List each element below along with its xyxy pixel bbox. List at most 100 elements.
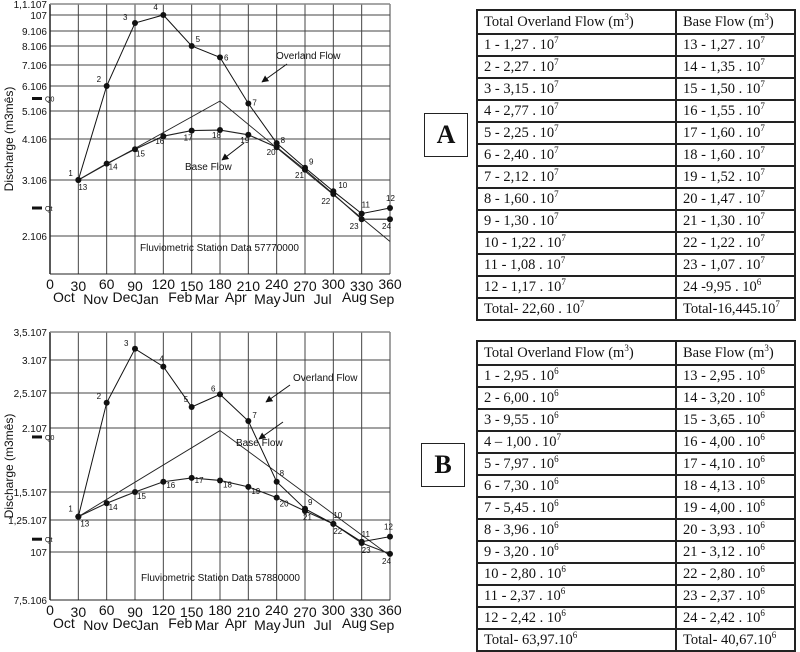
month-label: Sep [369,291,394,307]
y-tick-label: 7,5.106 [14,596,48,607]
table-row: 7 - 5,45 . 106 19 - 4,00 . 106 [476,496,796,520]
point-label: 6 [211,384,216,393]
x-tick-label: 240 [265,276,289,292]
base-flow-cell: 21 - 3,12 . 106 [675,540,796,564]
data-point [358,540,365,547]
overland-flow-cell: 6 - 2,40 . 107 [476,143,677,167]
separation-line [78,100,391,242]
panel-label-a: A [424,113,468,157]
base-flow-cell: 17 - 1,60 . 107 [675,121,796,145]
point-label: 24 [382,557,391,566]
data-point [103,83,110,89]
data-point [273,144,280,151]
header-base-flow: Base Flow (m3) [675,340,796,366]
overland-flow-label: Overland Flow [293,373,358,384]
month-label: Jul [314,291,332,307]
overland-flow-cell: 3 - 3,15 . 107 [476,77,677,101]
overland-flow-cell: 2 - 2,27 . 107 [476,55,677,79]
arrow-icon [261,63,288,83]
data-point [302,166,308,173]
data-point [188,127,195,134]
x-tick-label: 90 [127,278,143,294]
point-label: 21 [303,513,312,522]
base-flow-cell: 16 - 4,00 . 106 [675,430,796,454]
data-point [245,418,252,424]
data-point [217,54,223,61]
station-annotation: Fluviometric Station Data 57880000 [141,573,300,584]
station-annotation: Fluviometric Station Data 57770000 [140,243,299,254]
point-label: 2 [97,75,102,84]
point-label: 17 [195,476,204,485]
month-label: Sep [369,617,394,633]
point-label: 5 [196,35,201,44]
month-label: Apr [225,289,247,305]
point-label: 13 [78,183,87,192]
overland-flow-cell: 5 - 7,97 . 106 [476,452,677,476]
threshold-label: Qt [45,537,52,544]
x-tick-label: 120 [152,276,176,292]
base-flow-cell: 15 - 1,50 . 107 [675,77,796,101]
month-label: Apr [225,615,247,631]
data-point [273,140,280,147]
month-label: Mar [195,291,219,307]
x-tick-label: 120 [152,602,176,618]
arrow-icon [258,421,284,440]
table-header-row: Total Overland Flow (m3) Base Flow (m3) [476,340,796,366]
base-flow-cell: 18 - 1,60 . 107 [675,143,796,167]
data-point [160,363,167,370]
y-tick-label: 1,1.107 [14,0,48,11]
overland-flow-cell: Total- 63,97.106 [476,628,677,652]
x-tick-label: 300 [322,276,346,292]
data-point [103,500,110,507]
panel-label-b: B [421,443,465,487]
overland-flow-cell: 1 - 2,95 . 106 [476,364,677,388]
overland-flow-cell: 12 - 1,17 . 107 [476,275,677,299]
table-row: 2 - 2,27 . 107 14 - 1,35 . 107 [476,55,796,79]
data-point [188,474,195,481]
threshold-label: Qt [45,206,52,213]
table-row: 10 - 1,22 . 107 22 - 1,22 . 107 [476,231,796,255]
data-point [132,345,138,352]
base-flow-line [78,477,391,555]
panel-b: 7,5.106 107 1,25.107 1,5.107 2.107 2,5.107 3.1… [0,322,800,652]
base-flow-cell: 19 - 4,00 . 106 [675,496,796,520]
base-flow-label: Base Flow [185,162,232,173]
table-row: 1 - 2,95 . 106 13 - 2,95 . 106 [476,364,796,388]
month-label: Feb [168,289,192,305]
point-label: 1 [68,505,73,514]
overland-flow-cell: 10 - 2,80 . 106 [476,562,677,586]
x-tick-label: 0 [46,602,54,618]
overland-flow-cell: 2 - 6,00 . 106 [476,386,677,410]
data-point [75,513,82,520]
x-tick-label: 60 [99,276,115,292]
base-flow-cell: Total-16,445.107 [675,297,796,321]
overland-flow-label: Overland Flow [276,51,341,62]
month-label: Aug [342,289,367,305]
point-label: 5 [184,395,189,404]
point-label: 14 [109,503,118,512]
data-point [217,477,223,484]
table-row: 12 - 2,42 . 106 24 - 2,42 . 106 [476,606,796,630]
point-label: 8 [280,469,285,478]
overland-flow-cell: 3 - 9,55 . 106 [476,408,677,432]
y-tick-label: 5.106 [22,107,47,118]
point-label: 18 [223,480,232,489]
arrow-icon [265,384,291,403]
data-point [160,12,167,18]
table-total-row: Total- 63,97.106 Total- 40,67.106 [476,628,796,652]
table-row: 12 - 1,17 . 107 24 -9,95 . 106 [476,275,796,299]
arrow-icon [221,142,245,161]
x-tick-label: 150 [180,278,204,294]
data-point [75,177,82,183]
overland-flow-cell: 8 - 1,60 . 107 [476,187,677,211]
y-tick-label: 3.107 [22,356,47,367]
table-row: 4 - 2,77 . 107 16 - 1,55 . 107 [476,99,796,123]
overland-flow-cell: 1 - 1,27 . 107 [476,33,677,57]
base-flow-cell: 20 - 1,47 . 107 [675,187,796,211]
overland-flow-cell: 11 - 1,08 . 107 [476,253,677,277]
data-point [358,210,365,217]
data-point [103,399,110,406]
point-label: 19 [251,487,260,496]
overland-flow-cell: 8 - 3,96 . 106 [476,518,677,542]
x-tick-label: 60 [99,602,115,618]
